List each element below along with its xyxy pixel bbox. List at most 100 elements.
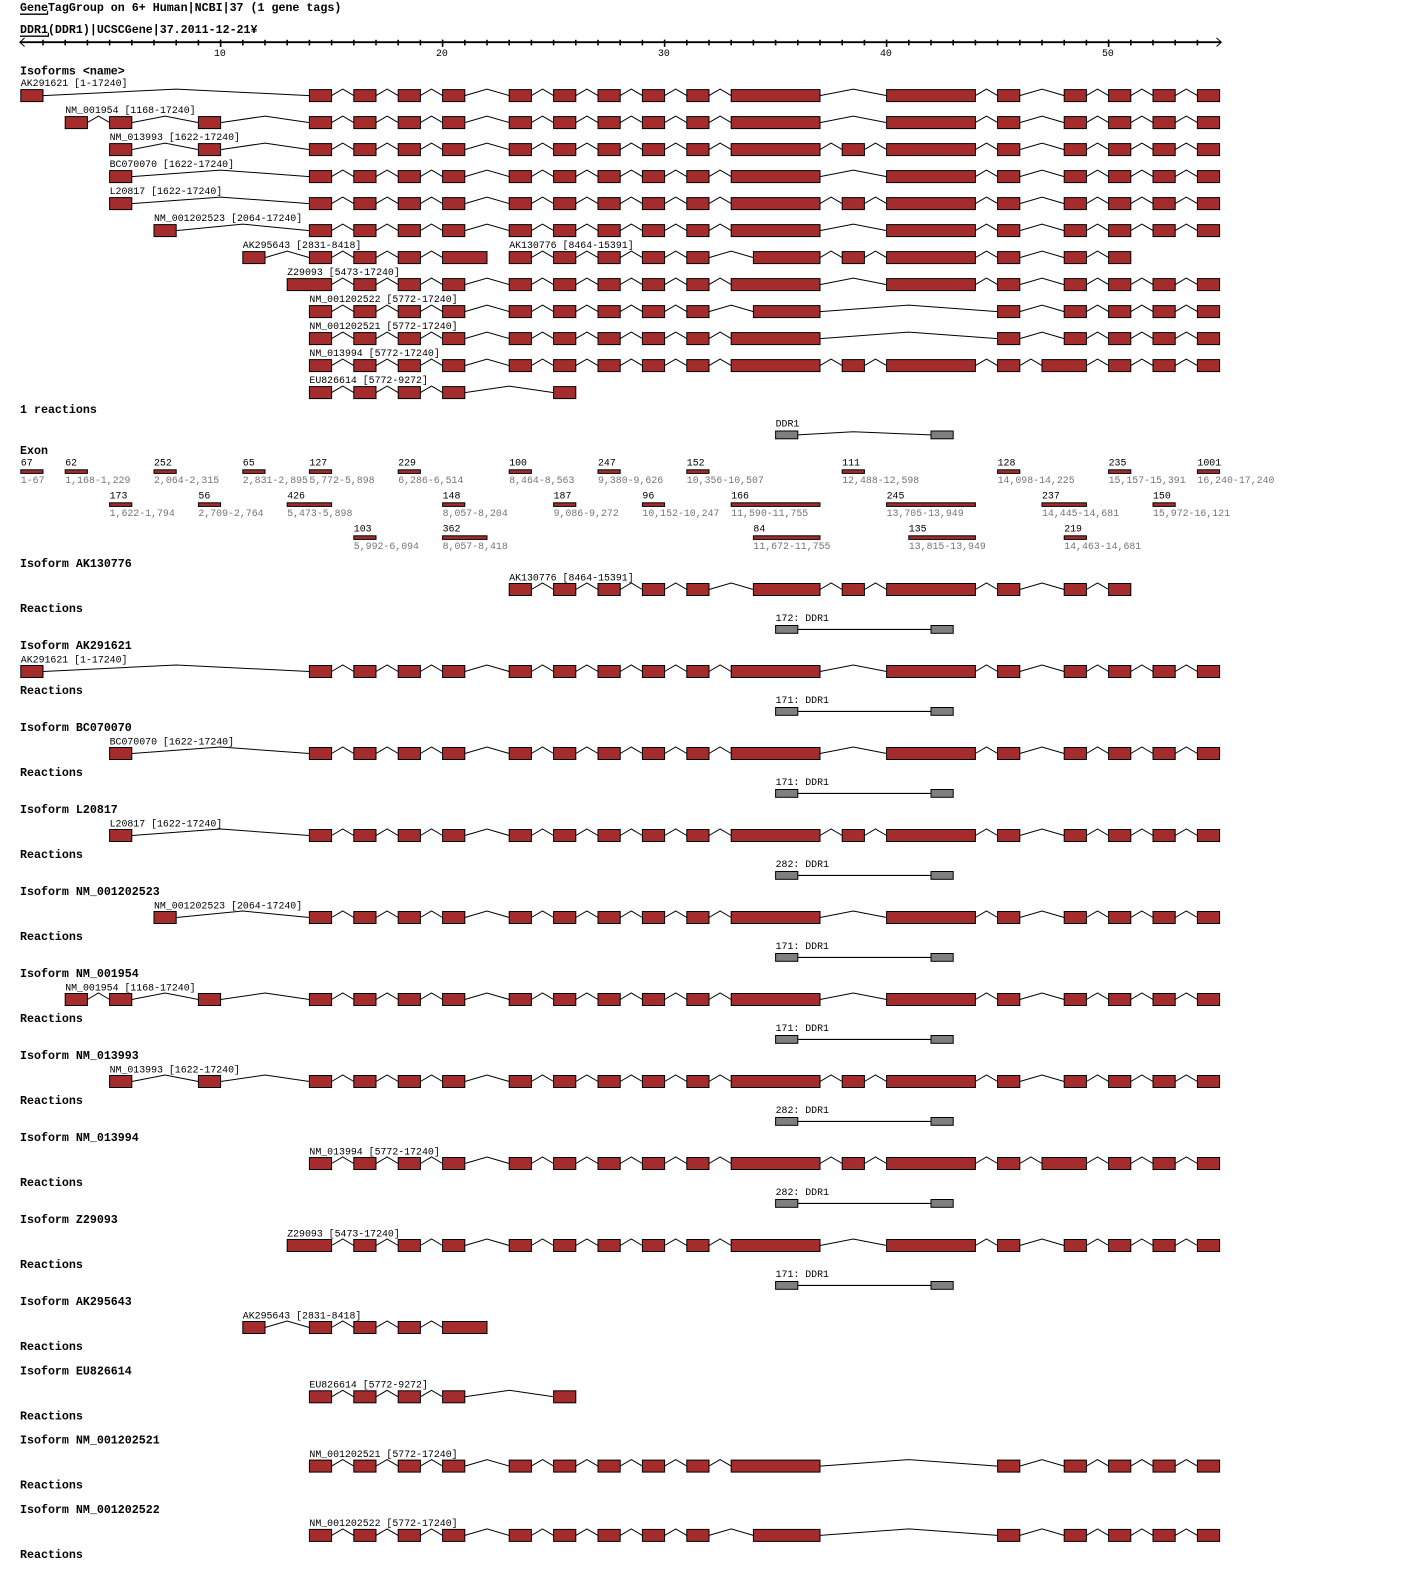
svg-text:282: DDR1: 282: DDR1 [776, 1187, 829, 1198]
svg-text:Reactions: Reactions [20, 849, 83, 862]
svg-text:Isoform NM_001954: Isoform NM_001954 [20, 968, 139, 981]
svg-text:L20817 [1622-17240]: L20817 [1622-17240] [110, 818, 223, 829]
svg-text:11,672-11,755: 11,672-11,755 [753, 541, 830, 552]
svg-text:Isoform NM_001202522: Isoform NM_001202522 [20, 1504, 160, 1517]
svg-text:245: 245 [887, 491, 905, 502]
svg-text:171: DDR1: 171: DDR1 [776, 1269, 829, 1280]
svg-text:103: 103 [354, 524, 372, 535]
svg-text:Isoform NM_013994: Isoform NM_013994 [20, 1132, 139, 1145]
svg-text:20: 20 [436, 48, 448, 59]
svg-text:AK130776 [8464-15391]: AK130776 [8464-15391] [509, 240, 633, 251]
svg-text:13,815-13,949: 13,815-13,949 [909, 541, 986, 552]
svg-text:5,992-6,094: 5,992-6,094 [354, 541, 419, 552]
svg-text:Reactions: Reactions [20, 1549, 83, 1562]
svg-text:171: DDR1: 171: DDR1 [776, 695, 829, 706]
svg-text:5,772-5,898: 5,772-5,898 [309, 475, 374, 486]
svg-text:2,064-2,315: 2,064-2,315 [154, 475, 219, 486]
svg-text:NM_013993 [1622-17240]: NM_013993 [1622-17240] [110, 132, 240, 143]
svg-text:Reactions: Reactions [20, 931, 83, 944]
svg-text:DDR1: DDR1 [776, 418, 800, 429]
svg-text:Reactions: Reactions [20, 767, 83, 780]
svg-text:EU826614 [5772-9272]: EU826614 [5772-9272] [309, 1380, 428, 1391]
svg-text:Z29093 [5473-17240]: Z29093 [5473-17240] [287, 1228, 400, 1239]
svg-text:Isoform L20817: Isoform L20817 [20, 804, 118, 817]
svg-text:NM_001954 [1168-17240]: NM_001954 [1168-17240] [65, 105, 195, 116]
svg-text:Z29093 [5473-17240]: Z29093 [5473-17240] [287, 267, 400, 278]
svg-text:AK291621 [1-17240]: AK291621 [1-17240] [21, 654, 128, 665]
svg-text:171: DDR1: 171: DDR1 [776, 941, 829, 952]
svg-text:11,590-11,755: 11,590-11,755 [731, 508, 808, 519]
svg-text:NM_013994 [5772-17240]: NM_013994 [5772-17240] [309, 1146, 439, 1157]
svg-text:NM_013993 [1622-17240]: NM_013993 [1622-17240] [110, 1064, 240, 1075]
svg-text:2,709-2,764: 2,709-2,764 [198, 508, 263, 519]
svg-text:150: 150 [1153, 491, 1171, 502]
svg-text:Reactions: Reactions [20, 1259, 83, 1272]
svg-text:Reactions: Reactions [20, 1480, 83, 1493]
svg-text:282: DDR1: 282: DDR1 [776, 1105, 829, 1116]
svg-text:1,168-1,229: 1,168-1,229 [65, 475, 130, 486]
svg-text:NM_013994 [5772-17240]: NM_013994 [5772-17240] [309, 348, 439, 359]
svg-text:1 reactions: 1 reactions [20, 404, 97, 417]
svg-text:152: 152 [687, 458, 705, 469]
svg-text:15,972-16,121: 15,972-16,121 [1153, 508, 1230, 519]
svg-text:NM_001202521 [5772-17240]: NM_001202521 [5772-17240] [309, 1449, 457, 1460]
svg-text:100: 100 [509, 458, 527, 469]
svg-text:67: 67 [21, 458, 33, 469]
svg-text:171: DDR1: 171: DDR1 [776, 1023, 829, 1034]
svg-text:14,098-14,225: 14,098-14,225 [998, 475, 1075, 486]
svg-text:EU826614 [5772-9272]: EU826614 [5772-9272] [309, 375, 428, 386]
svg-text:Isoform AK295643: Isoform AK295643 [20, 1296, 132, 1309]
svg-text:16,240-17,240: 16,240-17,240 [1197, 475, 1274, 486]
svg-text:219: 219 [1064, 524, 1082, 535]
svg-text:L20817 [1622-17240]: L20817 [1622-17240] [110, 186, 223, 197]
svg-text:NM_001202523 [2064-17240]: NM_001202523 [2064-17240] [154, 900, 302, 911]
svg-text:14,463-14,681: 14,463-14,681 [1064, 541, 1141, 552]
svg-text:15,157-15,391: 15,157-15,391 [1109, 475, 1186, 486]
svg-text:Reactions: Reactions [20, 1410, 83, 1423]
svg-text:DDR1(DDR1)|UCSCGene|37.2011-12: DDR1(DDR1)|UCSCGene|37.2011-12-21¥ [20, 24, 258, 37]
svg-text:426: 426 [287, 491, 305, 502]
svg-text:Isoform AK291621: Isoform AK291621 [20, 640, 132, 653]
svg-text:NM_001202522 [5772-17240]: NM_001202522 [5772-17240] [309, 294, 457, 305]
svg-text:12,488-12,598: 12,488-12,598 [842, 475, 919, 486]
svg-text:84: 84 [753, 524, 765, 535]
svg-text:NM_001202522 [5772-17240]: NM_001202522 [5772-17240] [309, 1518, 457, 1529]
svg-text:5,473-5,898: 5,473-5,898 [287, 508, 352, 519]
svg-text:NM_001954 [1168-17240]: NM_001954 [1168-17240] [65, 982, 195, 993]
svg-text:62: 62 [65, 458, 77, 469]
svg-text:171: DDR1: 171: DDR1 [776, 777, 829, 788]
svg-text:AK295643 [2831-8418]: AK295643 [2831-8418] [243, 240, 362, 251]
svg-text:2,831-2,895: 2,831-2,895 [243, 475, 308, 486]
svg-text:9,086-9,272: 9,086-9,272 [554, 508, 619, 519]
svg-text:Isoform BC070070: Isoform BC070070 [20, 722, 132, 735]
svg-text:Isoform AK130776: Isoform AK130776 [20, 558, 132, 571]
svg-text:AK130776 [8464-15391]: AK130776 [8464-15391] [509, 572, 633, 583]
svg-text:50: 50 [1102, 48, 1114, 59]
svg-text:Reactions: Reactions [20, 603, 83, 616]
svg-text:111: 111 [842, 458, 860, 469]
svg-text:13,705-13,949: 13,705-13,949 [887, 508, 964, 519]
svg-text:Reactions: Reactions [20, 1177, 83, 1190]
svg-text:237: 237 [1042, 491, 1060, 502]
svg-text:Isoform Z29093: Isoform Z29093 [20, 1214, 118, 1227]
svg-text:128: 128 [998, 458, 1016, 469]
svg-text:282: DDR1: 282: DDR1 [776, 859, 829, 870]
svg-text:229: 229 [398, 458, 416, 469]
svg-text:96: 96 [642, 491, 654, 502]
svg-text:Isoform NM_013993: Isoform NM_013993 [20, 1050, 139, 1063]
svg-text:252: 252 [154, 458, 172, 469]
svg-text:Reactions: Reactions [20, 1341, 83, 1354]
svg-text:6,286-6,514: 6,286-6,514 [398, 475, 463, 486]
svg-text:9,380-9,626: 9,380-9,626 [598, 475, 663, 486]
svg-text:Isoform EU826614: Isoform EU826614 [20, 1365, 132, 1378]
svg-text:AK291621 [1-17240]: AK291621 [1-17240] [21, 78, 128, 89]
svg-text:10,152-10,247: 10,152-10,247 [642, 508, 719, 519]
svg-text:8,057-8,204: 8,057-8,204 [443, 508, 508, 519]
svg-text:Isoform NM_001202523: Isoform NM_001202523 [20, 886, 160, 899]
svg-text:AK295643 [2831-8418]: AK295643 [2831-8418] [243, 1310, 362, 1321]
svg-text:BC070070 [1622-17240]: BC070070 [1622-17240] [110, 159, 234, 170]
svg-text:8,057-8,418: 8,057-8,418 [443, 541, 508, 552]
svg-text:40: 40 [880, 48, 892, 59]
svg-text:1-67: 1-67 [21, 475, 45, 486]
svg-text:14,445-14,681: 14,445-14,681 [1042, 508, 1119, 519]
